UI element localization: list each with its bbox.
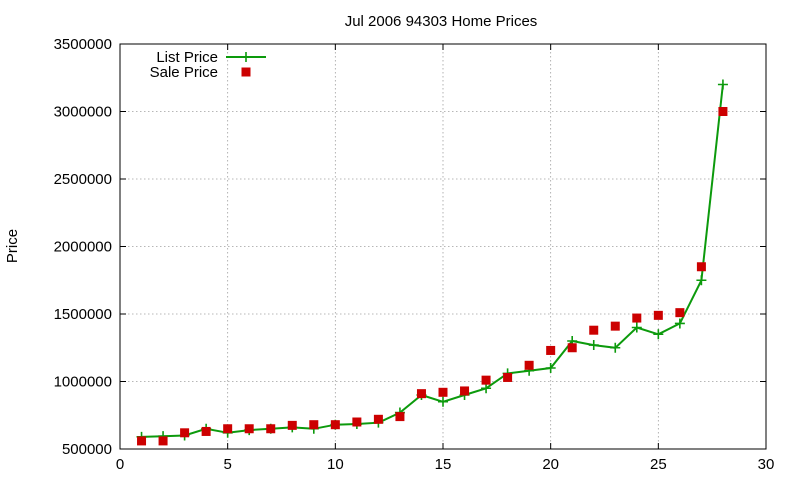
chart-title: Jul 2006 94303 Home Prices	[345, 13, 538, 30]
legend-label: List Price	[156, 49, 218, 66]
sale-price-point	[503, 372, 513, 382]
sale-price-point	[696, 262, 706, 272]
list-price-point	[631, 322, 642, 333]
sale-price-point	[395, 412, 405, 422]
ticks: 0 5 10 15 20 25 30 500000 1000000 1500000 2000000 2…	[54, 36, 775, 473]
list-price-line	[141, 84, 724, 438]
sale-price-series	[137, 107, 728, 446]
series-layer	[136, 79, 728, 446]
sale-price-point	[352, 417, 362, 427]
x-tick-label: 30	[758, 456, 775, 473]
sale-price-point	[546, 345, 556, 355]
y-tick-label: 2500000	[54, 171, 112, 188]
list-price-point	[717, 79, 728, 90]
list-price-point	[696, 275, 707, 286]
y-tick-label: 1000000	[54, 374, 112, 391]
sale-price-point	[567, 343, 577, 353]
y-tick-label: 1500000	[54, 306, 112, 323]
x-tick-label: 15	[435, 456, 452, 473]
list-price-point	[438, 396, 448, 407]
sale-price-point	[373, 414, 383, 424]
list-price-point	[610, 342, 621, 353]
list-price-point	[545, 363, 556, 373]
list-price-point	[674, 318, 685, 329]
x-tick-label: 5	[223, 456, 231, 473]
sale-price-point	[524, 360, 534, 370]
list-price-series	[136, 79, 728, 442]
x-tick-label: 10	[327, 456, 344, 473]
sale-price-point	[416, 389, 426, 399]
sale-price-point	[718, 107, 728, 116]
sale-price-point	[632, 313, 642, 323]
list-price-point	[481, 383, 492, 394]
legend-square-marker	[241, 67, 251, 77]
legend-label: Sale Price	[150, 64, 218, 81]
sale-price-point	[180, 428, 190, 438]
sale-price-point	[201, 426, 211, 436]
x-tick-label: 20	[542, 456, 559, 473]
y-tick-label: 2000000	[54, 239, 112, 256]
sale-price-point	[610, 321, 620, 331]
y-tick-label: 500000	[62, 441, 112, 458]
sale-price-point	[266, 424, 276, 434]
x-tick-label: 25	[650, 456, 667, 473]
sale-price-point	[653, 310, 663, 320]
sale-price-point	[158, 436, 168, 446]
sale-price-point	[589, 325, 599, 335]
y-tick-label: 3000000	[54, 104, 112, 121]
list-price-point	[653, 329, 664, 340]
sale-price-point	[675, 308, 685, 318]
sale-price-point	[460, 386, 470, 396]
y-tick-label: 3500000	[54, 36, 112, 53]
sale-price-point	[137, 436, 147, 446]
sale-price-point	[309, 420, 319, 430]
legend-plus-marker	[241, 52, 251, 62]
grid	[120, 44, 766, 449]
sale-price-point	[330, 420, 340, 430]
sale-price-point	[481, 375, 491, 385]
sale-price-point	[223, 424, 233, 434]
sale-price-point	[287, 420, 297, 430]
x-tick-label: 0	[116, 456, 124, 473]
y-axis-label: Price	[4, 229, 21, 263]
sale-price-point	[438, 387, 448, 397]
sale-price-point	[244, 424, 254, 434]
list-price-point	[588, 340, 599, 351]
